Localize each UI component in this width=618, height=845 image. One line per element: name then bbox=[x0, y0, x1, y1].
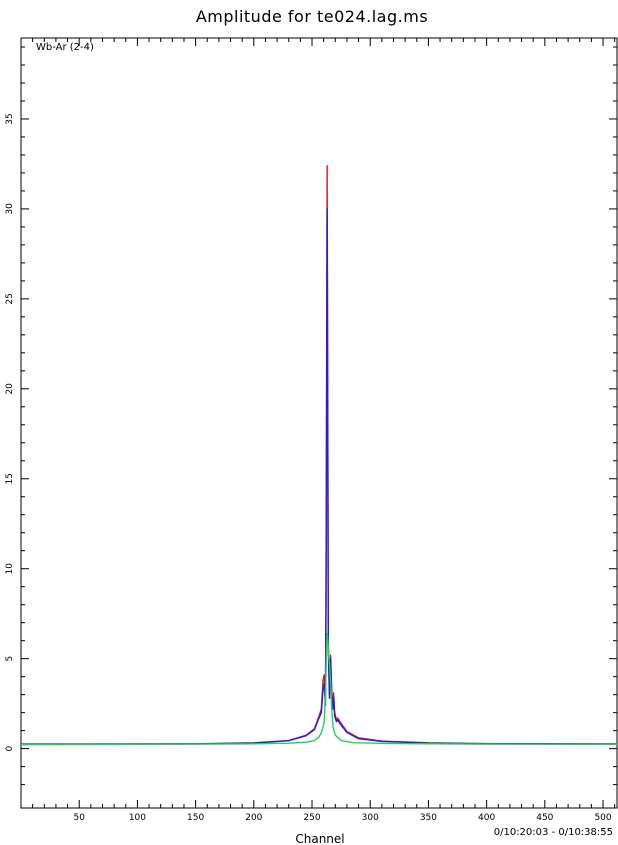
x-axis-label: Channel bbox=[295, 832, 344, 845]
y-tick-label: 30 bbox=[5, 203, 15, 215]
x-tick-label: 100 bbox=[129, 813, 146, 823]
y-tick-label: 20 bbox=[5, 383, 15, 395]
x-tick-label: 50 bbox=[73, 813, 85, 823]
series-line-2 bbox=[20, 208, 618, 746]
y-tick-label: 10 bbox=[5, 563, 15, 575]
y-tick-label: 35 bbox=[5, 113, 15, 124]
x-tick-label: 500 bbox=[594, 813, 611, 823]
x-tick-label: 250 bbox=[303, 813, 320, 823]
x-tick-label: 150 bbox=[187, 813, 204, 823]
chart-title: Amplitude for te024.lag.ms bbox=[196, 7, 428, 26]
x-tick-label: 350 bbox=[420, 813, 437, 823]
y-tick-label: 25 bbox=[5, 293, 15, 304]
x-axis-ticks: 50 100 150 200 250 300 350 400 450 500 bbox=[32, 38, 616, 823]
series-line-3 bbox=[20, 632, 618, 746]
plot-frame bbox=[20, 37, 618, 809]
time-range-label: 0/10:20:03 - 0/10:38:55 bbox=[494, 827, 613, 838]
x-tick-label: 450 bbox=[536, 813, 553, 823]
series-line-1 bbox=[20, 165, 618, 745]
x-tick-label: 300 bbox=[362, 813, 379, 823]
baseline-label: Wb-Ar (2-4) bbox=[36, 42, 94, 53]
y-axis-ticks: 0 5 10 15 20 25 30 35 bbox=[5, 46, 617, 786]
x-tick-label: 400 bbox=[478, 813, 495, 823]
x-tick-label: 200 bbox=[245, 813, 262, 823]
y-tick-label: 5 bbox=[5, 656, 15, 662]
y-tick-label: 0 bbox=[5, 745, 15, 751]
series-layer bbox=[20, 165, 618, 746]
y-tick-label: 15 bbox=[5, 473, 15, 484]
